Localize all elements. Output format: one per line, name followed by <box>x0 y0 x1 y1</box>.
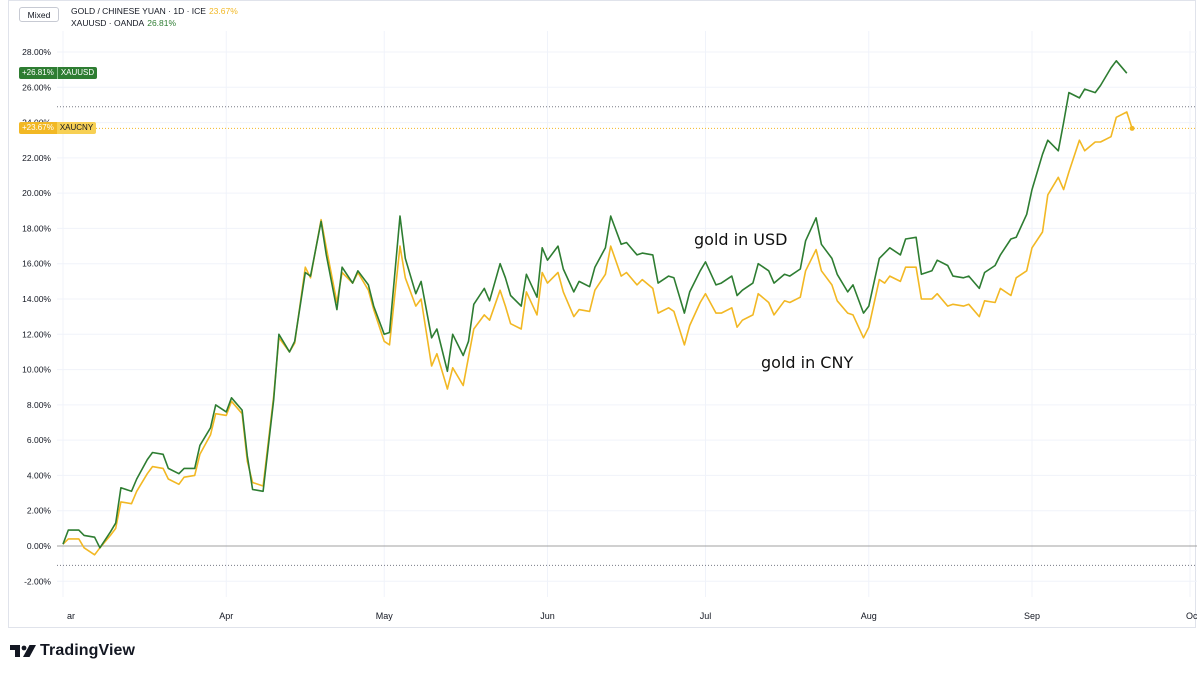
price-tag-xaucny-pct: +23.67% <box>19 122 57 134</box>
y-tick-label: 0.00% <box>27 541 52 551</box>
y-tick-label: 22.00% <box>22 153 51 163</box>
y-tick-label: 4.00% <box>27 470 52 480</box>
legend-xaucny-label: GOLD / CHINESE YUAN · 1D · ICE <box>71 6 206 16</box>
x-tick-label: May <box>376 611 394 621</box>
y-tick-label: 12.00% <box>22 329 51 339</box>
y-tick-label: -2.00% <box>24 576 51 586</box>
price-tag-xaucny-symbol: XAUCNY <box>56 122 97 134</box>
price-tag-xaucny: +23.67% XAUCNY <box>19 122 97 134</box>
x-tick-label: Jul <box>700 611 712 621</box>
legend-xaucny[interactable]: GOLD / CHINESE YUAN · 1D · ICE 23.67% <box>71 6 238 17</box>
y-tick-label: 20.00% <box>22 188 51 198</box>
series-line-xaucny[interactable] <box>62 111 1133 556</box>
legend-xaucny-value: 23.67% <box>208 6 238 16</box>
y-tick-label: 6.00% <box>27 435 52 445</box>
x-tick-label: Oc <box>1186 611 1197 621</box>
scale-mode-badge[interactable]: Mixed <box>19 7 59 22</box>
legend-xauusd-value: 26.81% <box>147 18 177 28</box>
annotation-gold-cny: gold in CNY <box>761 353 854 372</box>
price-tag-xauusd-pct: +26.81% <box>19 67 57 79</box>
y-tick-label: 28.00% <box>22 47 51 57</box>
y-tick-label: 18.00% <box>22 223 51 233</box>
series-last-point-xaucny <box>1129 125 1135 131</box>
price-tag-xauusd-symbol: XAUUSD <box>56 67 98 79</box>
x-tick-label: Jun <box>540 611 555 621</box>
x-tick-label: ar <box>67 611 75 621</box>
chart-plot[interactable]: 28.00%26.00%24.00%22.00%20.00%18.00%16.0… <box>9 1 1197 629</box>
y-tick-label: 26.00% <box>22 82 51 92</box>
x-tick-label: Aug <box>861 611 877 621</box>
chart-frame: 28.00%26.00%24.00%22.00%20.00%18.00%16.0… <box>8 0 1197 629</box>
y-tick-label: 10.00% <box>22 365 51 375</box>
tradingview-logo-icon <box>10 645 36 657</box>
y-tick-label: 16.00% <box>22 259 51 269</box>
y-tick-label: 8.00% <box>27 400 52 410</box>
tradingview-logo[interactable]: TradingView <box>10 640 135 662</box>
x-tick-label: Sep <box>1024 611 1040 621</box>
y-tick-label: 14.00% <box>22 294 51 304</box>
price-tag-xauusd: +26.81% XAUUSD <box>19 67 98 79</box>
legend-xauusd[interactable]: XAUUSD · OANDA 26.81% <box>71 18 176 29</box>
annotation-gold-usd: gold in USD <box>694 230 788 249</box>
x-tick-label: Apr <box>219 611 233 621</box>
series-line-xauusd[interactable] <box>62 60 1128 549</box>
tradingview-logo-text: TradingView <box>40 642 136 659</box>
legend-xauusd-label: XAUUSD · OANDA <box>71 18 145 28</box>
y-tick-label: 2.00% <box>27 506 52 516</box>
